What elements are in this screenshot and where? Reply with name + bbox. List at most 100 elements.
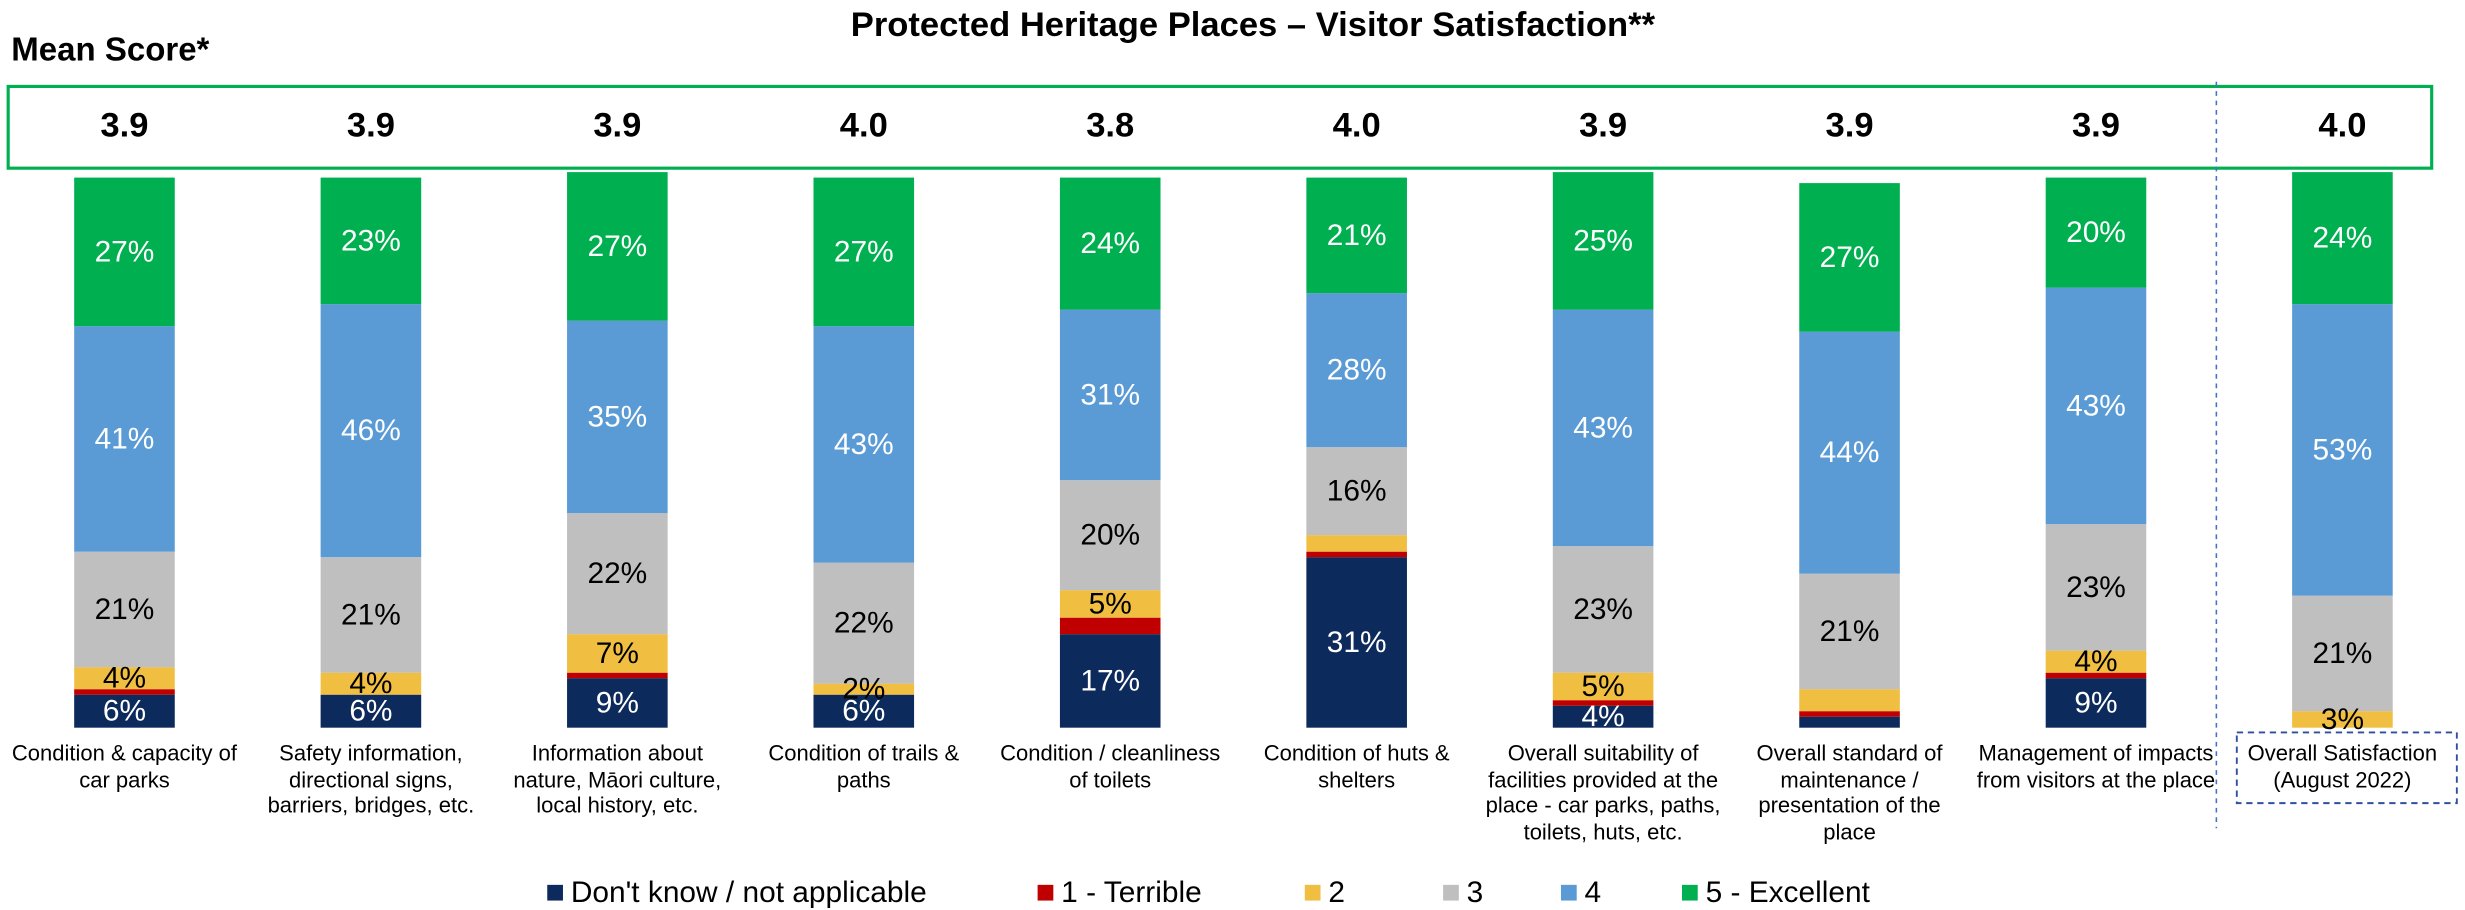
value-label: 31% [1327, 626, 1387, 659]
bar-segment [813, 683, 915, 695]
mean-score: 4.0 [1333, 106, 1381, 144]
x-tick-label: Condition of trails & paths [768, 740, 960, 792]
value-label: 7% [596, 637, 639, 670]
bar-segment [1552, 700, 1654, 706]
bar-segment [1306, 447, 1407, 536]
bar-segment [2292, 304, 2393, 596]
value-label: 6% [103, 695, 146, 728]
value-label: 23% [341, 224, 401, 257]
legend-label: 2 [1328, 876, 1345, 909]
mean-score: 3.9 [347, 106, 395, 144]
bar-segment [2045, 287, 2147, 525]
mean-score: 3.9 [1826, 106, 1874, 144]
bar-segment [1059, 617, 1161, 635]
bar-segment [320, 177, 422, 305]
x-label-box: Condition of huts & shelters [1263, 740, 1450, 792]
bar-segment [567, 513, 668, 635]
x-label-box: Condition of trails & paths [768, 740, 960, 792]
mean-score-box [6, 84, 2434, 170]
legend-label: Don't know / not applicable [571, 876, 927, 909]
legend-swatch [1681, 884, 1698, 901]
value-label: 5% [1582, 670, 1625, 703]
legend-label: 1 - Terrible [1061, 876, 1202, 909]
value-label: 27% [1820, 241, 1880, 274]
value-label: 21% [341, 598, 401, 631]
legend-swatch [547, 884, 563, 901]
mean-score: 3.9 [1579, 106, 1627, 144]
legend-swatch [1443, 884, 1459, 901]
x-tick-label: Information about nature, Māori culture,… [513, 740, 722, 818]
x-tick-label: Condition / cleanliness of toilets [1000, 740, 1221, 792]
x-label-box: Overall standard of maintenance / presen… [1757, 740, 1943, 843]
legend-label: 4 [1585, 876, 1602, 909]
bar-segment [2292, 172, 2393, 305]
bar-segment [567, 678, 668, 728]
value-label: 27% [95, 235, 155, 268]
bar-segment [1059, 634, 1161, 728]
mean-score: 3.9 [593, 106, 641, 144]
value-label: 9% [596, 686, 639, 719]
bar-segment [1306, 293, 1407, 448]
value-label: 24% [2313, 222, 2373, 255]
mean-score: 3.9 [2072, 106, 2120, 144]
bar-segment [2292, 711, 2393, 728]
value-label: 21% [95, 593, 155, 626]
value-label: 23% [1573, 593, 1633, 626]
bar-segment [1306, 177, 1407, 294]
value-label: 35% [587, 400, 647, 433]
value-label: 4% [349, 667, 392, 700]
bar-segment [567, 672, 668, 679]
legend-swatch [1304, 884, 1321, 901]
mean-score-title: Mean Score* [11, 31, 209, 68]
x-label-box: Information about nature, Māori culture,… [513, 740, 722, 818]
value-label: 4% [103, 662, 146, 695]
bar-segment [1306, 557, 1407, 728]
bar-segment [1306, 535, 1407, 552]
bar-segment [813, 562, 915, 684]
bar-segment [1059, 590, 1161, 618]
value-label: 9% [2074, 686, 2117, 719]
value-label: 4% [1582, 700, 1625, 733]
value-label: 20% [2066, 216, 2126, 249]
value-label: 44% [1820, 436, 1880, 469]
value-label: 6% [842, 695, 885, 728]
value-label: 3% [2321, 703, 2364, 736]
x-label-box: Overall suitability of facilities provid… [1486, 740, 1721, 843]
bar-segment [2045, 650, 2147, 673]
bar-segment [2045, 177, 2147, 288]
bar-segment [567, 172, 668, 321]
x-label-box: Condition / cleanliness of toilets [1000, 740, 1221, 792]
bar-segment [813, 326, 915, 563]
bar-segment [2045, 672, 2147, 679]
highlight-box [2235, 731, 2458, 805]
bar-segment [2045, 678, 2147, 728]
value-label: 23% [2066, 571, 2126, 604]
bar-segment [1799, 331, 1900, 574]
value-label: 31% [1080, 378, 1140, 411]
bar-segment [1552, 309, 1654, 547]
bar-segment [1799, 716, 1900, 728]
bar-segment [1306, 551, 1407, 558]
chart-title: Protected Heritage Places – Visitor Sati… [851, 6, 1656, 44]
bar-segment [320, 694, 422, 728]
value-label: 41% [95, 422, 155, 455]
value-label: 21% [1327, 219, 1387, 252]
x-tick-label: Condition of huts & shelters [1263, 740, 1450, 792]
x-tick-label: Safety information, directional signs, b… [267, 740, 475, 818]
bar-segment [320, 304, 422, 558]
bar-segment [1799, 689, 1900, 712]
legend-swatch [1037, 884, 1054, 901]
bar-segment [1552, 705, 1654, 728]
bar-segment [74, 177, 175, 327]
value-label: 17% [1080, 664, 1140, 697]
bar-segment [74, 694, 175, 728]
x-tick-label: Overall Satisfaction (August 2022) [2247, 740, 2438, 792]
bar-segment [1059, 480, 1161, 591]
bar-segment [1552, 172, 1654, 310]
x-tick-label: Condition & capacity of car parks [11, 740, 237, 792]
bar-segment [74, 551, 175, 668]
bar-segment [1552, 546, 1654, 673]
bar-segment [567, 634, 668, 673]
value-label: 53% [2313, 433, 2373, 466]
